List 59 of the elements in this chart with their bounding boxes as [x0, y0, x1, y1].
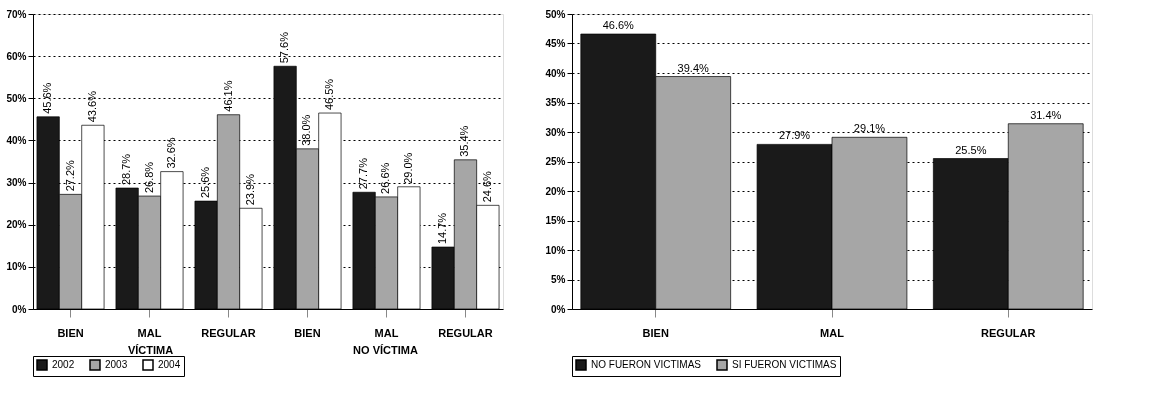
y-tick-label: 60%: [6, 50, 27, 62]
x-tick-label: MAL: [137, 326, 162, 339]
text: VÍCTIMA: [127, 344, 174, 356]
x-tick-label: BIEN: [57, 326, 84, 339]
x-tick-label: REGULAR: [981, 326, 1036, 339]
data-label: 57.6%: [278, 31, 291, 64]
legend-label: SI FUERON VICTIMAS: [732, 359, 837, 370]
data-label: 46.5%: [322, 78, 335, 111]
y-tick-label: 15%: [545, 215, 566, 226]
y-tick-label: 30%: [6, 177, 27, 189]
y-tick-label: 30%: [545, 126, 566, 138]
x-tick-label: REGULAR: [438, 326, 493, 339]
data-label: 32.6%: [164, 137, 177, 169]
data-label: 43.6%: [85, 90, 98, 123]
x-tick-label: REGULAR: [201, 326, 256, 339]
y-tick-label: 70%: [6, 8, 27, 20]
legend-label: 2003: [105, 359, 128, 370]
data-label: 46.1%: [221, 80, 234, 112]
legend-label: NO FUERON VICTIMAS: [591, 359, 702, 370]
data-label: 35.4%: [458, 125, 471, 157]
data-label: 46.6%: [602, 19, 635, 32]
y-tick-label: 10%: [6, 261, 27, 273]
y-tick-label: 25%: [545, 156, 566, 167]
legend-label: 2002: [52, 359, 75, 370]
x-tick-label: BIEN: [642, 326, 669, 339]
y-tick-label: 0%: [12, 303, 27, 315]
text: NO VÍCTIMA: [353, 344, 418, 356]
y-tick-label: 20%: [545, 185, 566, 197]
y-tick-label: 40%: [545, 67, 566, 79]
data-label: 45.6%: [41, 82, 54, 114]
y-tick-label: 35%: [545, 97, 566, 108]
data-label: 39.4%: [677, 61, 709, 74]
data-label: 26.8%: [142, 161, 155, 194]
y-tick-label: 20%: [6, 219, 27, 231]
data-label: 14.7%: [436, 212, 449, 245]
data-label: 25.6%: [199, 166, 212, 199]
data-label: 27.7%: [357, 157, 370, 190]
y-tick-label: 50%: [6, 92, 27, 104]
data-label: 25.5%: [955, 143, 987, 156]
y-tick-label: 0%: [551, 303, 566, 315]
data-label: 24.6%: [480, 170, 493, 203]
y-tick-label: 5%: [551, 274, 566, 285]
x-tick-label: MAL: [374, 326, 399, 339]
data-label: 31.4%: [1030, 108, 1062, 121]
data-label: 23.9%: [243, 173, 256, 206]
legend-label: 2004: [158, 359, 181, 370]
y-tick-label: 45%: [545, 38, 566, 49]
data-label: 27.2%: [63, 159, 76, 192]
data-label: 29.1%: [853, 122, 886, 135]
data-label: 38.0%: [300, 114, 313, 146]
data-label: 27.9%: [778, 129, 811, 142]
y-tick-label: 50%: [545, 8, 566, 20]
y-tick-label: 10%: [545, 244, 566, 256]
x-tick-label: MAL: [820, 326, 845, 339]
x-tick-label: BIEN: [294, 326, 321, 339]
data-label: 29.0%: [401, 152, 414, 184]
y-tick-label: 40%: [6, 134, 27, 146]
data-label: 26.6%: [379, 162, 392, 194]
data-label: 28.7%: [120, 153, 133, 186]
